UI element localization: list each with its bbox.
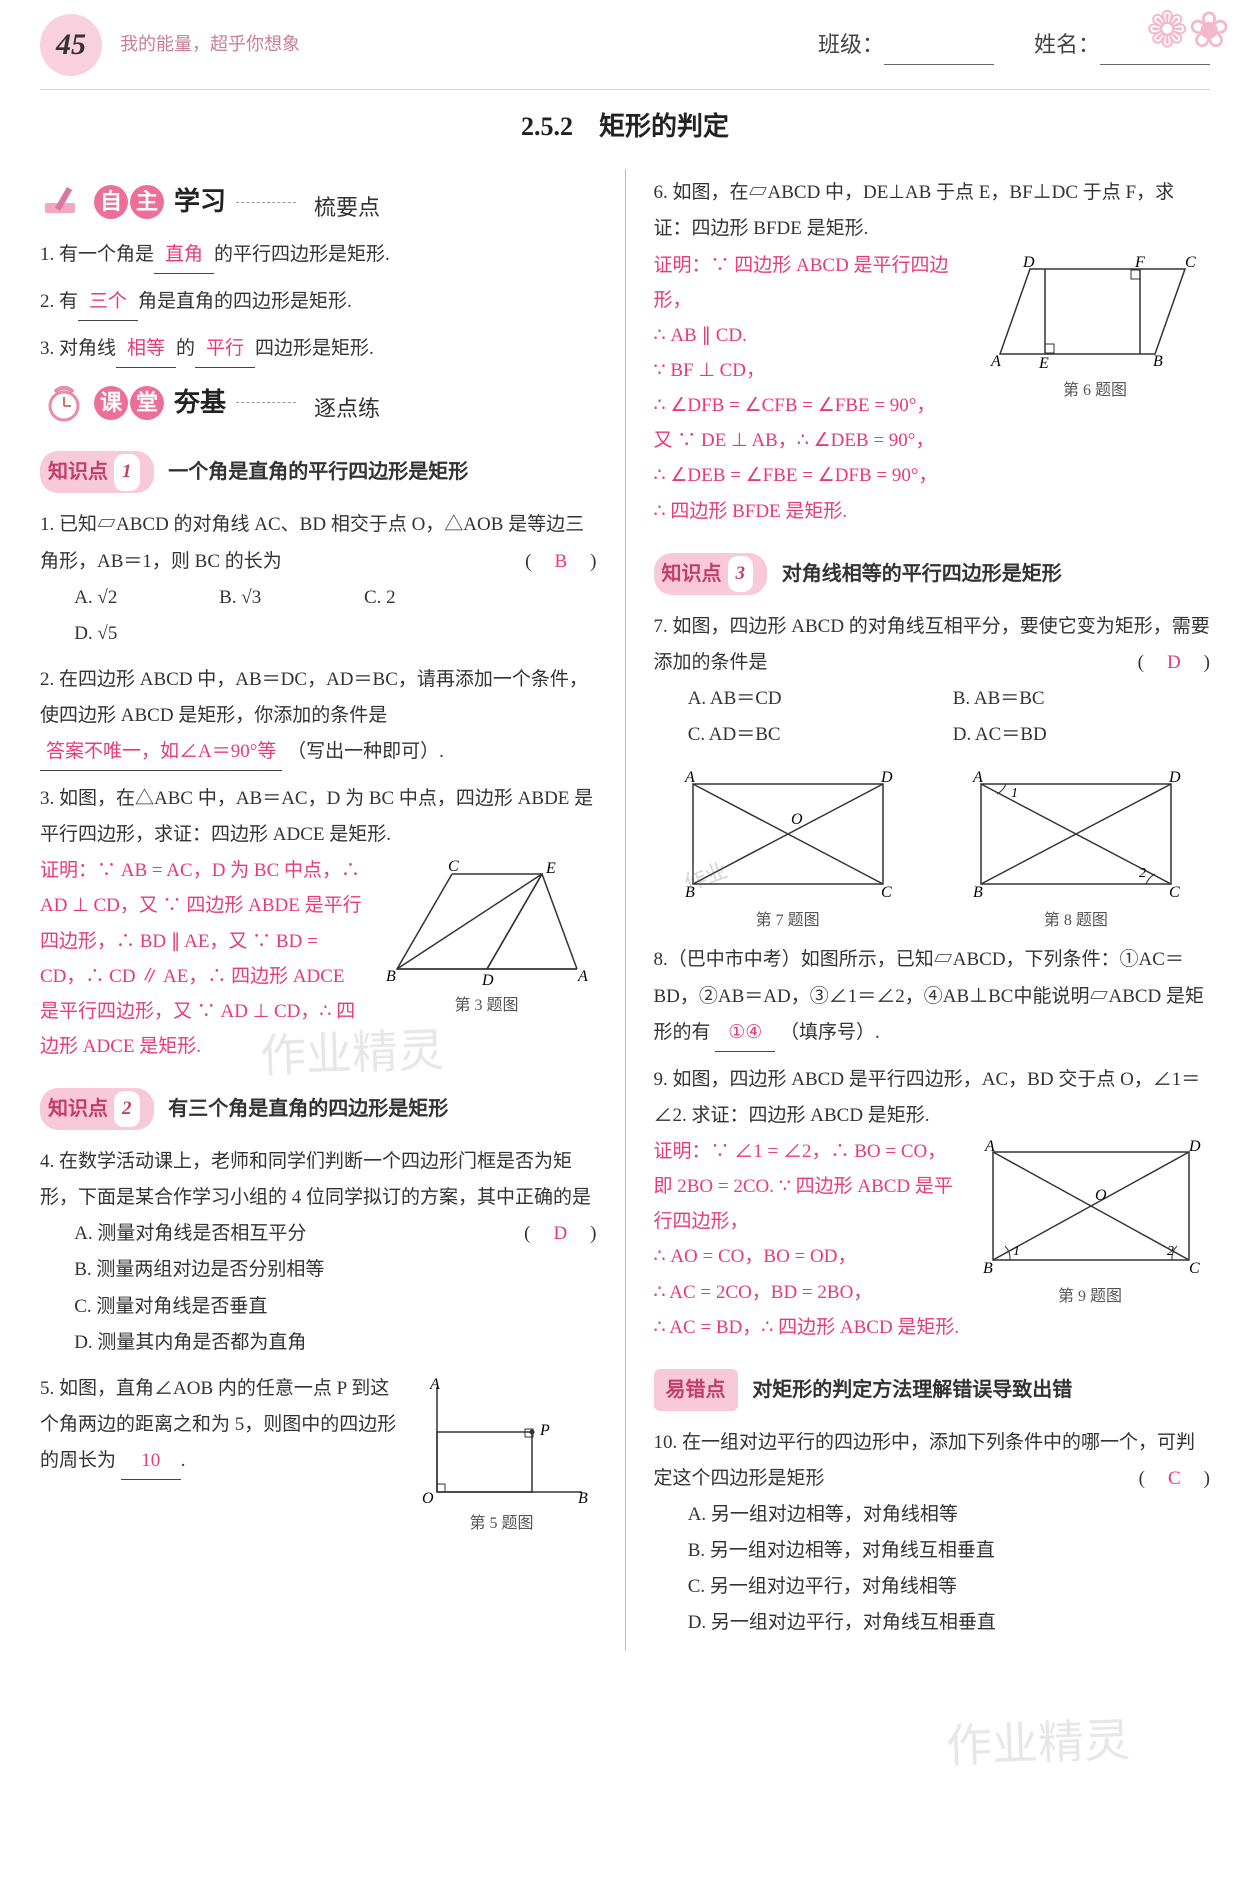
question-3: 3. 如图，在△ABC 中，AB＝AC，D 为 BC 中点，四边形 ABDE 是…: [40, 781, 597, 1064]
clock-icon: [40, 383, 88, 423]
figure-caption: 第 5 题图: [407, 1509, 597, 1539]
options: A. √2B. √3C. 2D. √5: [74, 580, 596, 652]
figure-caption: 第 7 题图: [654, 906, 922, 936]
section-head-practice: 课 堂 夯基 逐点练: [40, 378, 597, 427]
svg-text:O: O: [1095, 1187, 1107, 1204]
svg-text:D: D: [481, 972, 494, 989]
right-column: 6. 如图，在▱ABCD 中，DE⊥AB 于点 E，BF⊥DC 于点 F，求证：…: [654, 169, 1211, 1651]
question-1: 1. 已知▱ABCD 的对角线 AC、BD 相交于点 O，△AOB 是等边三角形…: [40, 507, 597, 651]
page-header: 45 我的能量，超乎你想象 班级： 姓名： ❁❀: [40, 0, 1210, 90]
svg-text:C: C: [1189, 1260, 1200, 1277]
pencil-icon: [40, 182, 88, 222]
page-number-badge: 45: [40, 14, 102, 76]
svg-text:B: B: [983, 1260, 993, 1277]
question-7: 7. 如图，四边形 ABCD 的对角线互相平分，要使它变为矩形，需要添加的条件是…: [654, 609, 1211, 753]
knowledge-point: 知识点1 一个角是直角的平行四边形是矩形: [40, 437, 597, 501]
question-6: 6. 如图，在▱ABCD 中，DE⊥AB 于点 E，BF⊥DC 于点 F，求证：…: [654, 175, 1211, 528]
svg-text:C: C: [881, 884, 892, 901]
figure-q6: D F C A E B: [985, 254, 1205, 374]
svg-text:A: A: [990, 353, 1001, 370]
svg-text:O: O: [422, 1490, 434, 1507]
left-column: 自 主 学习 梳要点 1. 有一个角是直角的平行四边形是矩形. 2. 有三个角是…: [40, 169, 597, 1651]
figure-q9: A D B C O 1 2: [975, 1140, 1205, 1280]
svg-text:E: E: [545, 860, 556, 877]
section-head-text: 学习: [174, 177, 226, 226]
corner-flourish-icon: ❁❀: [1110, 0, 1230, 70]
svg-text:A: A: [684, 769, 695, 786]
figure-q8: A D B C 1 2: [961, 769, 1191, 904]
section-head-sub: 逐点练: [314, 388, 380, 430]
column-separator: [625, 169, 626, 1651]
svg-text:C: C: [1169, 884, 1180, 901]
svg-text:D: D: [1168, 769, 1181, 786]
knowledge-point: 知识点3 对角线相等的平行四边形是矩形: [654, 539, 1211, 603]
svg-text:A: A: [577, 968, 588, 985]
svg-text:F: F: [1134, 254, 1145, 271]
study-line: 2. 有三个角是直角的四边形是矩形.: [40, 284, 597, 321]
svg-text:2: 2: [1139, 866, 1146, 881]
study-line: 3. 对角线相等的平行四边形是矩形.: [40, 331, 597, 368]
figure-q3: C B D A E: [382, 859, 592, 989]
svg-text:O: O: [791, 811, 803, 828]
svg-text:D: D: [1188, 1140, 1201, 1155]
figure-caption: 第 9 题图: [970, 1282, 1210, 1312]
svg-text:A: A: [972, 769, 983, 786]
knowledge-point: 知识点2 有三个角是直角的四边形是矩形: [40, 1074, 597, 1138]
badge-char: 自: [94, 185, 128, 219]
figure-q5: A P O B: [412, 1377, 592, 1507]
svg-text:B: B: [386, 968, 396, 985]
svg-text:B: B: [1153, 353, 1163, 370]
question-2: 2. 在四边形 ABCD 中，AB＝DC，AD＝BC，请再添加一个条件，使四边形…: [40, 662, 597, 771]
section-head-study: 自 主 学习 梳要点: [40, 177, 597, 226]
question-9: 9. 如图，四边形 ABCD 是平行四边形，AC，BD 交于点 O，∠1＝∠2.…: [654, 1062, 1211, 1345]
svg-text:A: A: [984, 1140, 995, 1155]
question-8: 8.（巴中市中考）如图所示，已知▱ABCD，下列条件：①AC＝BD，②AB＝AD…: [654, 942, 1211, 1051]
badge-char: 课: [94, 386, 128, 420]
svg-text:B: B: [973, 884, 983, 901]
svg-text:A: A: [429, 1377, 440, 1393]
svg-text:E: E: [1038, 355, 1049, 372]
svg-text:D: D: [880, 769, 893, 786]
section-title: 2.5.2 矩形的判定: [40, 102, 1210, 151]
section-head-sub: 梳要点: [314, 187, 380, 229]
figure-caption: 第 3 题图: [377, 991, 597, 1021]
options: A. AB＝CDB. AB＝BC C. AD＝BCD. AC＝BD: [688, 681, 1210, 753]
watermark: 作业精灵: [945, 1697, 1132, 1791]
badge-char: 堂: [130, 386, 164, 420]
svg-text:D: D: [1022, 254, 1035, 271]
svg-text:1: 1: [1011, 786, 1018, 801]
question-4: 4. 在数学活动课上，老师和同学们判断一个四边形门框是否为矩形，下面是某合作学习…: [40, 1144, 597, 1361]
svg-text:P: P: [539, 1422, 550, 1439]
svg-text:C: C: [1185, 254, 1196, 271]
question-10: 10. 在一组对边平行的四边形中，添加下列条件中的哪一个，可判定这个四边形是矩形…: [654, 1425, 1211, 1642]
class-label: 班级：: [818, 24, 994, 66]
figure-caption: 第 6 题图: [980, 376, 1210, 406]
error-point: 易错点 对矩形的判定方法理解错误导致出错: [654, 1355, 1211, 1419]
tagline: 我的能量，超乎你想象: [120, 27, 300, 61]
question-5: A P O B 第 5 题图 5. 如图，直角∠AOB 内的任意一点 P 到这个…: [40, 1371, 597, 1545]
study-line: 1. 有一个角是直角的平行四边形是矩形.: [40, 237, 597, 274]
svg-text:C: C: [448, 859, 459, 875]
figure-caption: 第 8 题图: [942, 906, 1210, 936]
badge-char: 主: [130, 185, 164, 219]
svg-text:1: 1: [1013, 1244, 1020, 1259]
section-head-text: 夯基: [174, 378, 226, 427]
svg-text:B: B: [578, 1490, 588, 1507]
